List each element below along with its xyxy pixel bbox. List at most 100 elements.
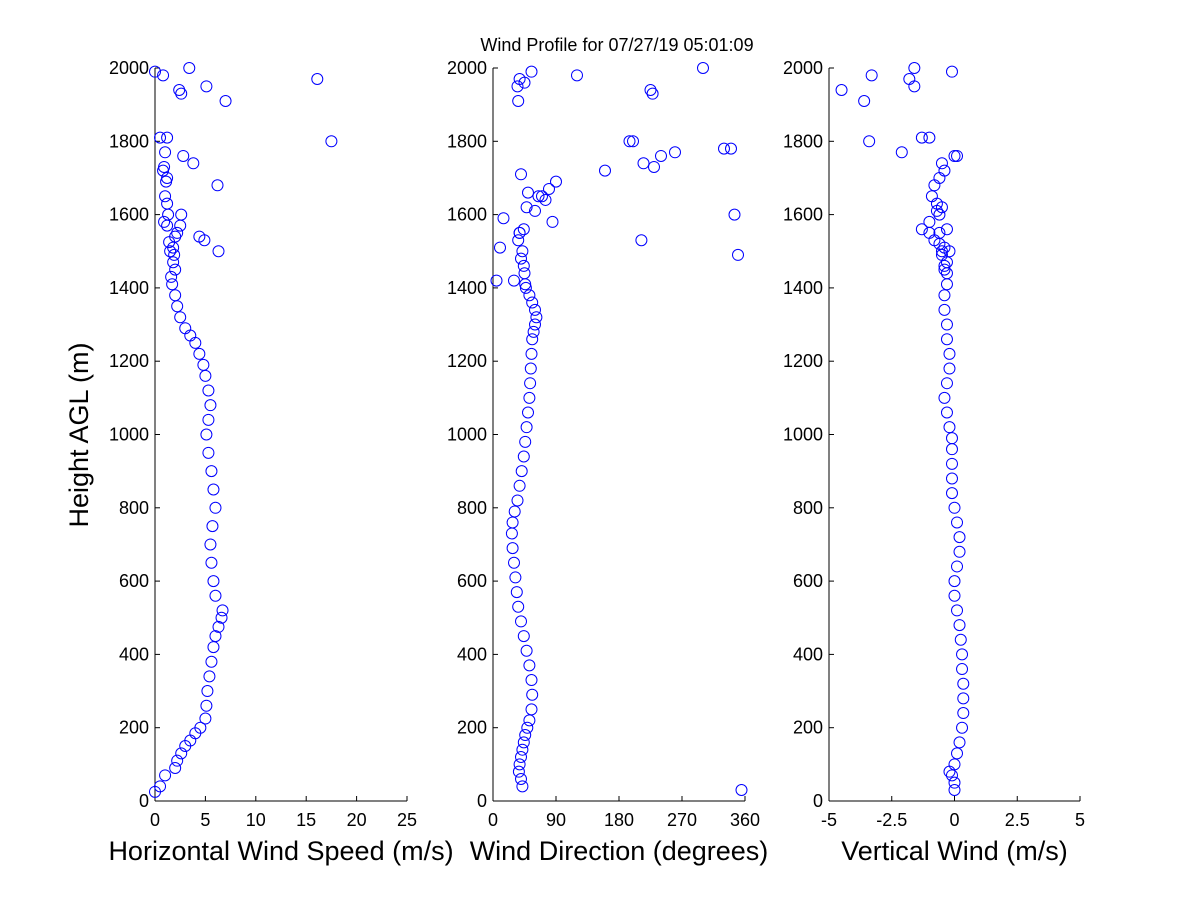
y-tick-label: 800 [457, 498, 487, 518]
data-point [201, 685, 214, 698]
data-point [525, 347, 538, 360]
data-point [945, 443, 958, 456]
data-point [219, 94, 232, 107]
data-point [518, 76, 531, 89]
data-point [508, 505, 521, 518]
data-point [513, 758, 526, 771]
data-point [522, 186, 534, 199]
x-tick-label: 90 [546, 810, 566, 830]
data-point [526, 688, 539, 701]
data-point [550, 175, 562, 188]
data-point [530, 311, 543, 324]
data-point [159, 769, 172, 782]
data-point [167, 256, 180, 269]
x-tick-label: 0 [150, 810, 160, 830]
data-point [171, 754, 184, 767]
data-point [835, 83, 848, 96]
x-tick-label: 0 [949, 810, 959, 830]
y-tick-label: 200 [457, 718, 487, 738]
data-point [536, 190, 548, 203]
data-point [948, 776, 961, 789]
data-point [174, 311, 187, 324]
data-point [161, 131, 174, 144]
data-point [202, 446, 215, 459]
data-point [521, 721, 534, 734]
x-tick-label: 180 [604, 810, 634, 830]
y-tick-label: 1200 [447, 351, 487, 371]
y-tick-label: 2000 [109, 58, 149, 78]
x-tick-label: 10 [246, 810, 266, 830]
data-point [915, 131, 928, 144]
y-tick-label: 1600 [447, 205, 487, 225]
y-tick-label: 1400 [447, 278, 487, 298]
x-tick-label: 2.5 [1005, 810, 1030, 830]
data-point [526, 333, 539, 346]
x-axis-label: Vertical Wind (m/s) [841, 836, 1068, 866]
y-tick-label: 2000 [447, 58, 487, 78]
data-point [511, 80, 524, 93]
data-point [211, 179, 224, 192]
data-point [173, 83, 186, 96]
data-point [157, 69, 170, 82]
data-point [627, 135, 639, 148]
y-tick-label: 400 [793, 644, 823, 664]
data-point [512, 94, 525, 107]
data-point [543, 182, 555, 195]
data-point [205, 655, 218, 668]
data-point [957, 707, 970, 720]
data-point [160, 175, 173, 188]
data-point [158, 160, 171, 173]
data-point [199, 712, 212, 725]
data-point [529, 204, 541, 217]
y-axis-label: Height AGL (m) [64, 342, 94, 527]
data-point [522, 406, 534, 419]
data-point [161, 219, 174, 232]
data-point [515, 751, 527, 764]
data-point [161, 171, 174, 184]
data-point [215, 611, 228, 624]
data-point [199, 369, 212, 382]
data-point [523, 289, 536, 302]
x-tick-label: 360 [730, 810, 760, 830]
data-point [635, 234, 648, 247]
data-point [197, 358, 210, 371]
data-point [193, 347, 206, 360]
data-point [202, 413, 215, 426]
data-point [194, 721, 207, 734]
data-point [179, 322, 192, 335]
data-point [943, 421, 956, 434]
data-point [506, 516, 519, 529]
data-point [206, 520, 219, 533]
data-point [648, 160, 660, 173]
data-point [940, 256, 953, 269]
y-tick-label: 1600 [783, 205, 823, 225]
data-point [204, 538, 217, 551]
data-point [953, 545, 966, 558]
data-point [513, 479, 526, 492]
data-point [508, 274, 520, 287]
y-tick-label: 0 [813, 791, 823, 811]
data-point [490, 274, 503, 287]
data-point [940, 333, 953, 346]
data-point [177, 149, 190, 162]
data-point [858, 94, 871, 107]
y-tick-label: 2000 [783, 58, 823, 78]
data-point [517, 736, 530, 749]
data-point [945, 457, 958, 470]
data-point [954, 633, 967, 646]
x-axis-label: Wind Direction (degrees) [470, 836, 769, 866]
data-point [158, 215, 171, 228]
y-tick-label: 400 [119, 644, 149, 664]
data-point [908, 62, 921, 74]
y-tick-label: 600 [119, 571, 149, 591]
y-tick-label: 800 [793, 498, 823, 518]
data-point [212, 620, 225, 633]
data-point [205, 556, 218, 569]
x-tick-label: 5 [200, 810, 210, 830]
data-point [187, 157, 200, 170]
x-tick-label: -2.5 [876, 810, 907, 830]
data-point [644, 83, 657, 96]
y-tick-label: 1800 [783, 131, 823, 151]
data-point [546, 215, 559, 228]
